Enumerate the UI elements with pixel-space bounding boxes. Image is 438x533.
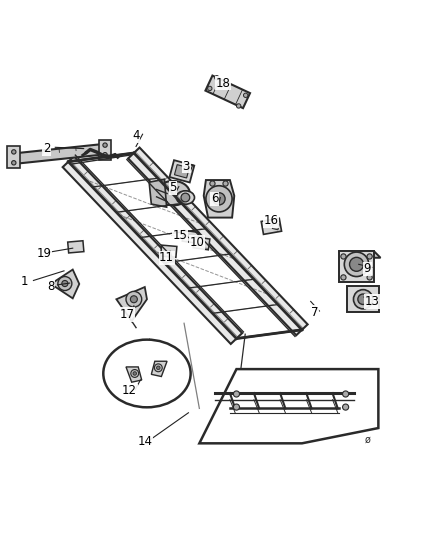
Circle shape [343, 404, 349, 410]
Polygon shape [99, 140, 111, 159]
Circle shape [103, 152, 107, 157]
Circle shape [208, 86, 212, 91]
Circle shape [131, 296, 138, 303]
Circle shape [244, 93, 248, 98]
Polygon shape [261, 219, 282, 235]
Text: 18: 18 [216, 77, 231, 90]
Polygon shape [51, 270, 79, 298]
Polygon shape [193, 237, 210, 250]
Polygon shape [149, 179, 166, 207]
Polygon shape [339, 251, 374, 282]
Polygon shape [128, 148, 307, 335]
Polygon shape [68, 241, 84, 253]
Circle shape [344, 252, 369, 277]
Text: 4: 4 [132, 129, 140, 142]
Polygon shape [272, 223, 279, 230]
Polygon shape [7, 147, 20, 168]
Circle shape [154, 364, 162, 372]
Circle shape [62, 280, 68, 287]
Circle shape [341, 254, 346, 259]
Circle shape [12, 150, 16, 154]
Polygon shape [339, 251, 381, 258]
Text: 8: 8 [47, 280, 55, 293]
Polygon shape [151, 361, 167, 376]
Polygon shape [126, 367, 142, 382]
Polygon shape [161, 245, 177, 257]
Circle shape [58, 277, 72, 290]
Circle shape [233, 391, 240, 397]
Circle shape [126, 292, 142, 307]
Text: 5: 5 [170, 181, 177, 195]
Text: 2: 2 [43, 142, 50, 155]
Text: 9: 9 [364, 262, 371, 275]
Text: 16: 16 [264, 214, 279, 227]
Circle shape [358, 294, 368, 304]
Circle shape [341, 275, 346, 280]
Circle shape [215, 76, 219, 80]
Circle shape [213, 193, 225, 205]
Circle shape [367, 254, 372, 259]
Polygon shape [205, 76, 250, 108]
Polygon shape [174, 165, 189, 178]
Circle shape [131, 369, 139, 377]
Polygon shape [204, 180, 234, 217]
Circle shape [223, 181, 228, 186]
Text: 1: 1 [21, 275, 28, 288]
Circle shape [103, 143, 107, 147]
Polygon shape [63, 156, 242, 344]
Circle shape [343, 391, 349, 397]
Text: 10: 10 [190, 236, 205, 249]
Circle shape [12, 160, 16, 165]
Circle shape [156, 366, 160, 369]
Polygon shape [182, 230, 199, 243]
Ellipse shape [176, 191, 194, 204]
Polygon shape [117, 287, 147, 321]
Text: 6: 6 [211, 192, 219, 205]
Text: 19: 19 [37, 247, 52, 260]
Ellipse shape [156, 181, 190, 205]
Circle shape [206, 185, 232, 212]
Text: 13: 13 [364, 295, 379, 308]
Circle shape [237, 104, 241, 108]
Text: 7: 7 [311, 306, 319, 319]
Text: ø: ø [364, 435, 371, 445]
Circle shape [350, 257, 364, 271]
Circle shape [233, 404, 240, 410]
Ellipse shape [103, 340, 191, 407]
Text: 3: 3 [183, 159, 190, 173]
Polygon shape [347, 286, 379, 312]
Polygon shape [170, 160, 194, 182]
Circle shape [353, 289, 373, 309]
Circle shape [367, 275, 372, 280]
Circle shape [133, 372, 137, 375]
Text: 14: 14 [137, 434, 152, 448]
Circle shape [181, 193, 190, 202]
Text: 12: 12 [122, 384, 137, 398]
Circle shape [210, 181, 215, 186]
Polygon shape [18, 144, 102, 164]
Text: 15: 15 [172, 229, 187, 243]
Text: 17: 17 [120, 308, 135, 321]
Text: 11: 11 [159, 251, 174, 264]
